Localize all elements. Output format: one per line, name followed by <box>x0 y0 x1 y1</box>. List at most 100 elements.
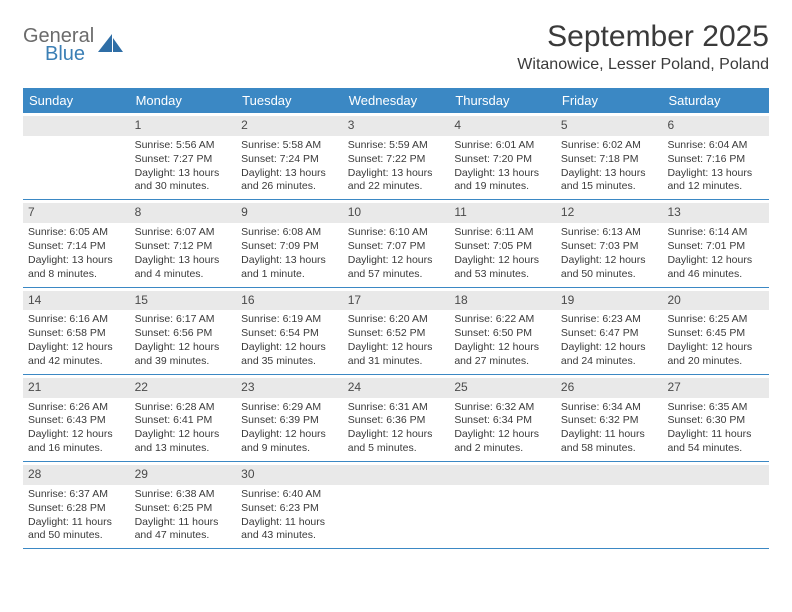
daylight-text: Daylight: 12 hours <box>241 428 338 442</box>
week-row: 14Sunrise: 6:16 AMSunset: 6:58 PMDayligh… <box>23 288 769 375</box>
sail-icon <box>98 32 124 59</box>
sunset-text: Sunset: 7:18 PM <box>561 153 658 167</box>
daylight-text: Daylight: 12 hours <box>454 428 551 442</box>
day-cell: 15Sunrise: 6:17 AMSunset: 6:56 PMDayligh… <box>130 288 237 374</box>
sunrise-text: Sunrise: 6:40 AM <box>241 488 338 502</box>
day-number: 10 <box>343 203 450 223</box>
daylight-text: and 57 minutes. <box>348 268 445 282</box>
day-number: 5 <box>556 116 663 136</box>
daylight-text: and 13 minutes. <box>135 442 232 456</box>
week-row: 21Sunrise: 6:26 AMSunset: 6:43 PMDayligh… <box>23 375 769 462</box>
day-cell <box>23 113 130 199</box>
day-cell: 10Sunrise: 6:10 AMSunset: 7:07 PMDayligh… <box>343 200 450 286</box>
sunrise-text: Sunrise: 6:07 AM <box>135 226 232 240</box>
day-number: 29 <box>130 465 237 485</box>
week-row: 7Sunrise: 6:05 AMSunset: 7:14 PMDaylight… <box>23 200 769 287</box>
sunset-text: Sunset: 6:43 PM <box>28 414 125 428</box>
day-cell: 1Sunrise: 5:56 AMSunset: 7:27 PMDaylight… <box>130 113 237 199</box>
daylight-text: and 35 minutes. <box>241 355 338 369</box>
day-cell: 2Sunrise: 5:58 AMSunset: 7:24 PMDaylight… <box>236 113 343 199</box>
day-cell: 18Sunrise: 6:22 AMSunset: 6:50 PMDayligh… <box>449 288 556 374</box>
daylight-text: Daylight: 13 hours <box>667 167 764 181</box>
daylight-text: and 46 minutes. <box>667 268 764 282</box>
sunrise-text: Sunrise: 6:23 AM <box>561 313 658 327</box>
daylight-text: Daylight: 13 hours <box>561 167 658 181</box>
daylight-text: and 20 minutes. <box>667 355 764 369</box>
day-number <box>23 116 130 136</box>
daylight-text: Daylight: 12 hours <box>667 254 764 268</box>
daylight-text: and 39 minutes. <box>135 355 232 369</box>
brand-logo: General Blue <box>23 20 124 64</box>
day-cell: 30Sunrise: 6:40 AMSunset: 6:23 PMDayligh… <box>236 462 343 548</box>
daylight-text: Daylight: 12 hours <box>135 428 232 442</box>
daylight-text: Daylight: 11 hours <box>561 428 658 442</box>
day-number: 15 <box>130 291 237 311</box>
daylight-text: and 24 minutes. <box>561 355 658 369</box>
day-number: 8 <box>130 203 237 223</box>
day-cell: 7Sunrise: 6:05 AMSunset: 7:14 PMDaylight… <box>23 200 130 286</box>
logo-blue: Blue <box>45 44 94 64</box>
sunset-text: Sunset: 6:34 PM <box>454 414 551 428</box>
daylight-text: and 50 minutes. <box>28 529 125 543</box>
day-cell: 24Sunrise: 6:31 AMSunset: 6:36 PMDayligh… <box>343 375 450 461</box>
day-cell: 25Sunrise: 6:32 AMSunset: 6:34 PMDayligh… <box>449 375 556 461</box>
sunset-text: Sunset: 7:24 PM <box>241 153 338 167</box>
day-number: 17 <box>343 291 450 311</box>
sunset-text: Sunset: 7:07 PM <box>348 240 445 254</box>
sunset-text: Sunset: 6:25 PM <box>135 502 232 516</box>
day-number: 16 <box>236 291 343 311</box>
day-number: 4 <box>449 116 556 136</box>
sunrise-text: Sunrise: 6:35 AM <box>667 401 764 415</box>
sunset-text: Sunset: 7:09 PM <box>241 240 338 254</box>
day-cell: 16Sunrise: 6:19 AMSunset: 6:54 PMDayligh… <box>236 288 343 374</box>
daylight-text: and 26 minutes. <box>241 180 338 194</box>
day-number: 20 <box>662 291 769 311</box>
sunrise-text: Sunrise: 6:11 AM <box>454 226 551 240</box>
daylight-text: Daylight: 13 hours <box>135 254 232 268</box>
day-header: Wednesday <box>343 88 450 113</box>
sunset-text: Sunset: 6:54 PM <box>241 327 338 341</box>
daylight-text: Daylight: 12 hours <box>348 428 445 442</box>
daylight-text: and 9 minutes. <box>241 442 338 456</box>
daylight-text: and 31 minutes. <box>348 355 445 369</box>
daylight-text: and 53 minutes. <box>454 268 551 282</box>
page-header: General Blue September 2025 Witanowice, … <box>23 20 769 74</box>
sunrise-text: Sunrise: 6:26 AM <box>28 401 125 415</box>
sunset-text: Sunset: 6:39 PM <box>241 414 338 428</box>
sunrise-text: Sunrise: 6:13 AM <box>561 226 658 240</box>
sunset-text: Sunset: 6:36 PM <box>348 414 445 428</box>
daylight-text: Daylight: 13 hours <box>28 254 125 268</box>
daylight-text: and 2 minutes. <box>454 442 551 456</box>
day-header: Sunday <box>23 88 130 113</box>
sunrise-text: Sunrise: 6:20 AM <box>348 313 445 327</box>
daylight-text: and 43 minutes. <box>241 529 338 543</box>
daylight-text: Daylight: 13 hours <box>241 254 338 268</box>
location-text: Witanowice, Lesser Poland, Poland <box>517 56 769 74</box>
daylight-text: Daylight: 12 hours <box>667 341 764 355</box>
day-number: 22 <box>130 378 237 398</box>
day-number: 13 <box>662 203 769 223</box>
day-header: Thursday <box>449 88 556 113</box>
sunset-text: Sunset: 7:22 PM <box>348 153 445 167</box>
daylight-text: and 12 minutes. <box>667 180 764 194</box>
sunset-text: Sunset: 6:32 PM <box>561 414 658 428</box>
daylight-text: Daylight: 12 hours <box>135 341 232 355</box>
day-number <box>449 465 556 485</box>
daylight-text: Daylight: 12 hours <box>241 341 338 355</box>
sunrise-text: Sunrise: 6:31 AM <box>348 401 445 415</box>
daylight-text: Daylight: 11 hours <box>28 516 125 530</box>
sunrise-text: Sunrise: 6:28 AM <box>135 401 232 415</box>
day-number: 1 <box>130 116 237 136</box>
sunrise-text: Sunrise: 5:56 AM <box>135 139 232 153</box>
sunset-text: Sunset: 7:01 PM <box>667 240 764 254</box>
month-title: September 2025 <box>517 20 769 54</box>
sunrise-text: Sunrise: 6:16 AM <box>28 313 125 327</box>
day-cell: 20Sunrise: 6:25 AMSunset: 6:45 PMDayligh… <box>662 288 769 374</box>
daylight-text: and 27 minutes. <box>454 355 551 369</box>
sunset-text: Sunset: 6:28 PM <box>28 502 125 516</box>
daylight-text: and 16 minutes. <box>28 442 125 456</box>
sunset-text: Sunset: 7:14 PM <box>28 240 125 254</box>
day-cell <box>343 462 450 548</box>
day-cell: 14Sunrise: 6:16 AMSunset: 6:58 PMDayligh… <box>23 288 130 374</box>
sunset-text: Sunset: 6:47 PM <box>561 327 658 341</box>
